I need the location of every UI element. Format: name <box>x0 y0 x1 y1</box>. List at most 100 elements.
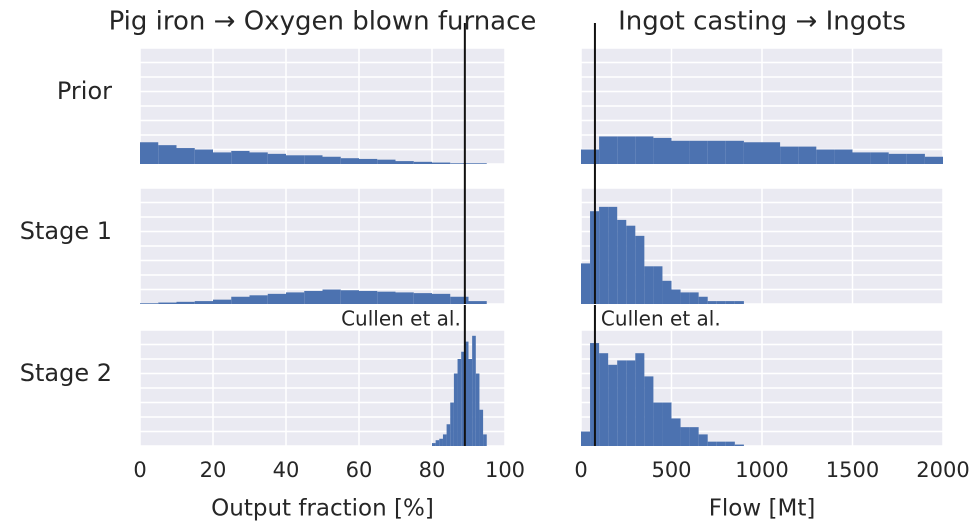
histogram-bar <box>464 341 469 446</box>
histogram-bar <box>707 441 717 446</box>
histogram-bar <box>483 434 487 446</box>
histogram-bar <box>475 373 480 446</box>
histogram-bar <box>653 402 663 446</box>
histogram-bar <box>442 434 447 446</box>
histogram-bar <box>158 302 177 304</box>
x-axis-label: Flow [Mt] <box>709 496 816 522</box>
histogram-bar <box>249 295 268 304</box>
histogram-bar <box>635 136 654 164</box>
histogram-bar <box>432 443 436 446</box>
histogram-bar <box>176 301 195 304</box>
histogram-bar <box>213 299 232 304</box>
histogram-bar <box>626 225 636 304</box>
histogram-bar <box>231 296 250 304</box>
histogram-bar <box>446 424 451 446</box>
histogram-bar <box>435 440 440 446</box>
histogram-bar <box>457 359 462 446</box>
histogram-bar <box>581 149 600 164</box>
histogram-bar <box>816 149 835 164</box>
histogram-bar <box>653 137 672 164</box>
histogram-bar <box>377 159 396 164</box>
histogram-bar <box>377 291 396 304</box>
histogram-bar <box>608 206 618 304</box>
panel-title: Ingot casting → Ingots <box>618 7 906 37</box>
histogram-bar <box>689 140 708 164</box>
histogram-bar <box>359 158 378 164</box>
histogram-bar <box>707 301 717 304</box>
histogram-bar <box>395 161 414 164</box>
histogram-bar <box>662 280 672 304</box>
histogram-bar <box>340 290 359 304</box>
histogram-bar <box>439 438 443 446</box>
histogram-bar <box>461 351 465 446</box>
histogram-bar <box>450 296 469 304</box>
histogram-bar <box>698 434 708 446</box>
histogram-bar <box>286 155 305 164</box>
histogram-bar <box>617 360 627 446</box>
histogram-bar <box>644 266 654 304</box>
histogram-bar <box>468 359 473 446</box>
histogram-bar <box>468 301 487 304</box>
histogram-bar <box>213 152 232 164</box>
histogram-bar <box>472 335 476 446</box>
histogram-bar <box>725 140 744 164</box>
histogram-bar <box>725 441 735 446</box>
histogram-bar <box>626 360 636 446</box>
panel-title: Pig iron → Oxygen blown furnace <box>109 7 537 37</box>
x-tick-label: 0 <box>133 458 146 482</box>
x-tick-label: 60 <box>346 458 373 482</box>
histogram-bar <box>176 148 195 164</box>
histogram-bar <box>432 293 451 304</box>
histogram-bar <box>267 153 286 164</box>
histogram-bar <box>468 163 487 164</box>
row-label: Prior <box>57 77 112 105</box>
histogram-bar <box>698 296 708 304</box>
histogram-bar <box>140 142 159 164</box>
histogram-bar <box>194 301 213 304</box>
histogram-bar <box>798 146 817 164</box>
histogram-bar <box>599 353 609 446</box>
histogram-bar <box>671 418 681 446</box>
histogram-bar <box>581 431 591 446</box>
x-tick-label: 500 <box>651 458 691 482</box>
histogram-bar <box>479 409 484 446</box>
x-tick-label: 1500 <box>826 458 879 482</box>
histogram-bar <box>608 364 618 446</box>
histogram-bar <box>680 292 690 304</box>
x-tick-label: 20 <box>200 458 227 482</box>
histogram-bar <box>734 301 744 304</box>
histogram-bar <box>635 353 645 446</box>
row-label: Stage 2 <box>20 359 112 387</box>
histogram-bar <box>852 152 871 164</box>
histogram-bar <box>617 219 627 304</box>
histogram-bar <box>304 290 323 304</box>
x-tick-label: 80 <box>419 458 446 482</box>
histogram-bar <box>599 136 618 164</box>
histogram-bar <box>725 301 735 304</box>
histogram-bar <box>322 289 341 304</box>
histogram-bar <box>450 402 454 446</box>
histogram-bar <box>644 376 654 446</box>
histogram-bar <box>716 301 726 304</box>
annotation: Cullen et al. <box>601 307 721 331</box>
histogram-bar <box>707 140 726 164</box>
histogram-bar <box>599 206 609 304</box>
histogram-bar <box>671 140 690 164</box>
histogram-bar <box>635 235 645 304</box>
x-tick-label: 1000 <box>735 458 788 482</box>
annotation: Cullen et al. <box>341 307 461 331</box>
histogram-bar <box>304 155 323 164</box>
histogram-bar <box>395 292 414 304</box>
histogram-bar <box>231 150 250 164</box>
histogram-bar <box>413 293 432 304</box>
row-label: Stage 1 <box>20 217 112 245</box>
histogram-bar <box>432 162 451 164</box>
histogram-bar <box>743 142 762 164</box>
histogram-bar <box>888 153 907 164</box>
histogram-bar <box>581 263 591 304</box>
x-tick-label: 0 <box>574 458 587 482</box>
histogram-bar <box>140 303 159 304</box>
x-axis-label: Output fraction [%] <box>211 496 434 522</box>
histogram-bar <box>671 289 681 304</box>
